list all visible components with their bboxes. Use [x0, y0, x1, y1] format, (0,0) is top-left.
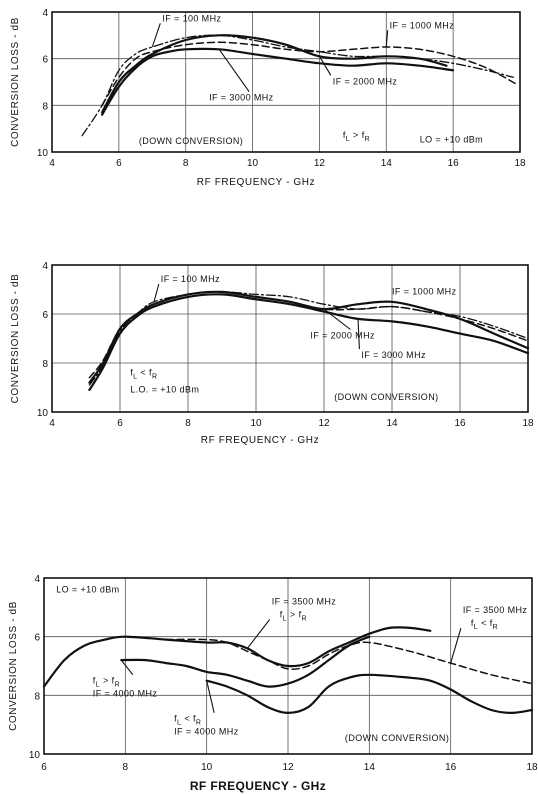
y-tick-label: 10: [29, 750, 41, 761]
series-leader-line: [218, 49, 250, 92]
series-label: IF = 3000 MHz: [209, 93, 274, 103]
x-tick-label: 8: [123, 762, 129, 773]
plot-frame: [43, 577, 533, 755]
series-label: IF = 1000 MHz: [392, 286, 457, 296]
series-relation-label: fL > fR: [280, 609, 307, 622]
series-leader-line: [206, 680, 215, 713]
y-tick-label: 10: [37, 408, 49, 419]
chart-panel-middle: 4 6 8 10 12 14 16 18 4 6 8 10 RF FREQUENCY - GHz CONV…: [10, 261, 534, 446]
chart-panel-bottom: 6 8 10 12 14 16 18 4 6 8 10 RF FREQUENCY - GHz CONVE…: [8, 574, 538, 793]
series-label: IF = 100 MHz: [161, 274, 220, 284]
series-relation-label: fL < fR: [174, 714, 201, 727]
x-tick-label: 6: [41, 762, 47, 773]
y-axis-label: CONVERSION LOSS - dB: [8, 601, 19, 731]
chart-annotation: (DOWN CONVERSION): [345, 733, 449, 743]
x-tick-label: 10: [250, 418, 262, 429]
chart-annotation: (DOWN CONVERSION): [334, 392, 438, 402]
x-tick-label: 12: [318, 418, 330, 429]
y-tick-label: 4: [42, 261, 48, 272]
x-tick-label: 14: [364, 762, 376, 773]
series-leader-line: [318, 56, 332, 76]
x-tick-label: 12: [314, 158, 326, 169]
series-line: [88, 290, 530, 384]
plot-frame: [51, 264, 529, 413]
x-tick-label: 14: [381, 158, 393, 169]
series-label: IF = 2000 MHz: [333, 76, 398, 86]
series-line: [101, 41, 518, 107]
series-line: [42, 626, 432, 688]
series-label: IF = 100 MHz: [162, 13, 221, 23]
x-tick-label: 10: [201, 762, 213, 773]
x-tick-label: 4: [49, 418, 55, 429]
series-line: [165, 638, 533, 685]
plot-frame: [51, 11, 521, 153]
series-line: [81, 34, 514, 137]
series-leader-line: [151, 23, 161, 48]
series-relation-label: fL > fR: [93, 676, 120, 689]
x-tick-label: 8: [185, 418, 191, 429]
series-label: IF = 4000 MHz: [93, 689, 158, 699]
series-line: [101, 47, 455, 116]
chart-annotation: LO = +10 dBm: [56, 585, 119, 595]
frequency-relation-note: fL < fR: [130, 367, 157, 380]
series-label: IF = 3000 MHz: [361, 350, 426, 360]
x-tick-label: 6: [117, 418, 123, 429]
series-relation-label: fL < fR: [471, 618, 498, 631]
y-tick-label: 6: [42, 55, 48, 66]
frequency-relation-note: fL > fR: [343, 130, 370, 143]
series-line: [205, 673, 534, 714]
series-label: IF = 2000 MHz: [310, 331, 375, 341]
series-line: [88, 293, 530, 391]
series-line: [101, 34, 448, 114]
x-tick-label: 18: [514, 158, 526, 169]
chart-panel-top: 4 6 8 10 12 14 16 18 4 6 8 10 RF FREQUENCY - GHz CONV…: [10, 8, 526, 188]
x-tick-label: 14: [386, 418, 398, 429]
x-tick-label: 6: [116, 158, 122, 169]
y-tick-label: 10: [37, 148, 49, 159]
series-leader-line: [246, 619, 271, 649]
y-tick-label: 6: [42, 310, 48, 321]
x-tick-label: 4: [49, 158, 55, 169]
x-tick-label: 18: [526, 762, 538, 773]
series-leader-line: [153, 284, 160, 302]
chart-annotation: L.O. = +10 dBm: [130, 384, 199, 394]
y-tick-label: 8: [42, 359, 48, 370]
y-tick-label: 6: [34, 633, 40, 644]
series-label: IF = 3500 MHz: [463, 605, 528, 615]
x-tick-label: 8: [183, 158, 189, 169]
series-leader-line: [385, 30, 389, 48]
series-leader-line: [450, 628, 462, 664]
x-axis-label: RF FREQUENCY - GHz: [190, 779, 326, 793]
x-axis-label: RF FREQUENCY - GHz: [201, 435, 319, 446]
y-tick-label: 4: [34, 574, 40, 585]
series-label: IF = 3500 MHz: [272, 596, 337, 606]
x-axis-label: RF FREQUENCY - GHz: [197, 177, 315, 188]
x-tick-label: 16: [445, 762, 457, 773]
x-tick-label: 16: [454, 418, 466, 429]
x-tick-label: 16: [448, 158, 460, 169]
chart-annotation: LO = +10 dBm: [420, 135, 483, 145]
series-label: IF = 4000 MHz: [174, 727, 239, 737]
series-label: IF = 1000 MHz: [390, 20, 455, 30]
x-tick-label: 12: [282, 762, 294, 773]
x-tick-label: 18: [522, 418, 534, 429]
y-tick-label: 8: [42, 101, 48, 112]
x-tick-label: 10: [247, 158, 259, 169]
series-leader-line: [120, 659, 134, 675]
series-line: [120, 635, 371, 688]
series-leader-line: [357, 318, 360, 350]
y-tick-label: 4: [42, 8, 48, 19]
y-tick-label: 8: [34, 691, 40, 702]
chart-annotation: (DOWN CONVERSION): [139, 136, 243, 146]
y-axis-label: CONVERSION LOSS - dB: [10, 274, 21, 404]
y-axis-label: CONVERSION LOSS - dB: [10, 17, 21, 147]
